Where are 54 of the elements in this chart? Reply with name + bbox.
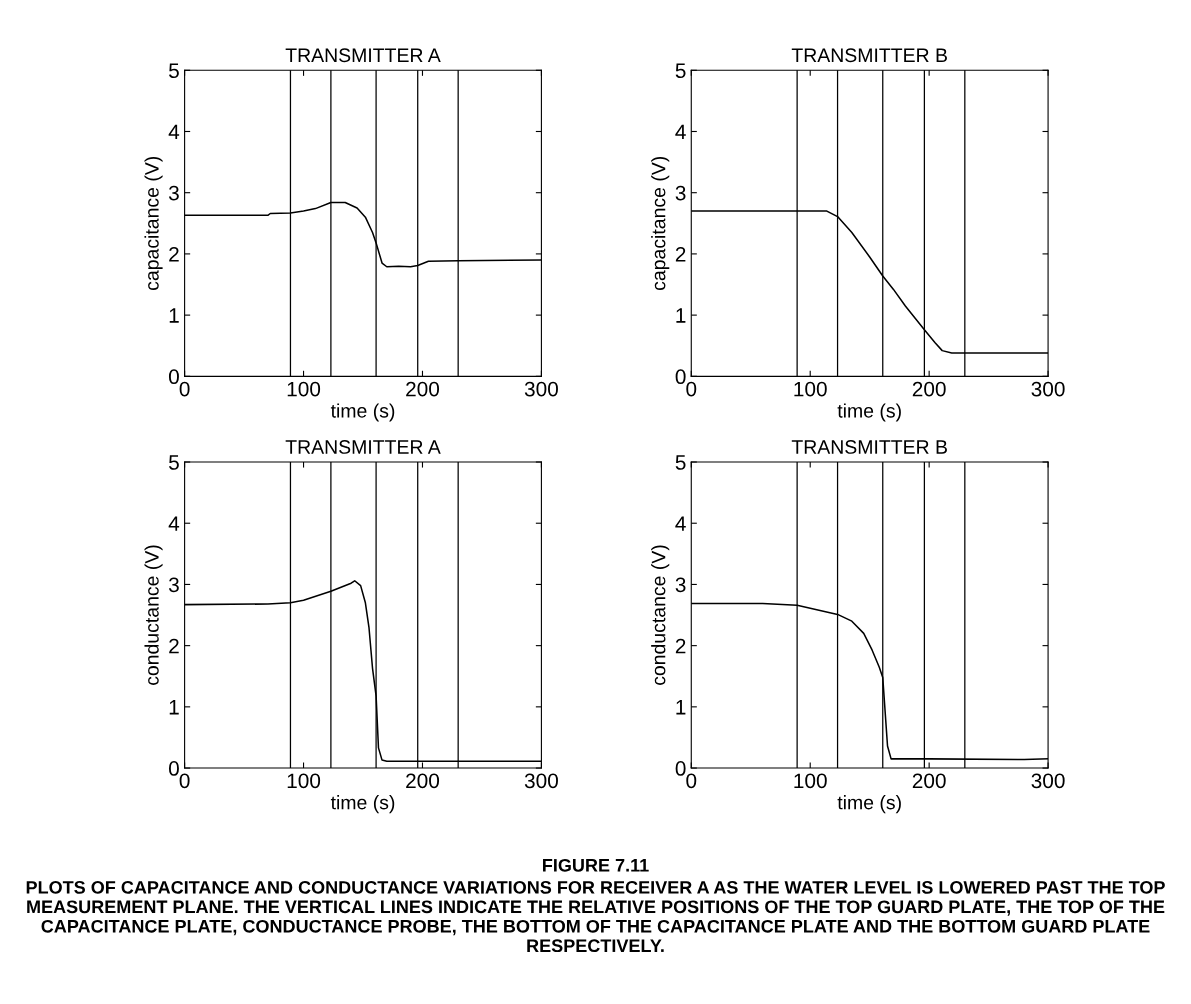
y-tick-label: 3	[675, 185, 686, 201]
y-tick-label: 0	[675, 369, 686, 385]
chart-title: TRANSMITTER A	[285, 440, 441, 454]
x-tick-label: 200	[406, 381, 440, 397]
x-tick-label: 300	[1031, 773, 1065, 789]
y-tick-label: 4	[675, 124, 686, 140]
chart-title: TRANSMITTER A	[285, 48, 441, 63]
y-tick-label: 5	[675, 455, 686, 470]
y-axis-title: conductance (V)	[144, 545, 163, 685]
x-tick-label: 200	[912, 773, 946, 789]
x-tick-label: 100	[287, 773, 321, 789]
y-axis-title: capacitance (V)	[144, 156, 163, 291]
x-tick-label: 100	[287, 381, 321, 397]
x-axis-title: time (s)	[837, 795, 901, 814]
x-tick-label: 100	[794, 773, 827, 789]
x-tick-label: 300	[1031, 381, 1065, 397]
y-tick-label: 5	[168, 455, 179, 470]
y-tick-label: 1	[169, 308, 179, 323]
y-tick-label: 2	[169, 246, 179, 262]
y-tick-label: 0	[675, 761, 686, 776]
x-tick-label: 300	[524, 773, 558, 789]
y-tick-label: 2	[675, 246, 686, 262]
y-tick-label: 1	[169, 700, 179, 715]
y-tick-label: 4	[675, 516, 686, 531]
y-axis-title: conductance (V)	[651, 545, 670, 685]
x-axis-title: time (s)	[837, 403, 901, 422]
y-tick-label: 0	[168, 761, 179, 776]
y-tick-label: 2	[169, 638, 179, 654]
x-tick-label: 100	[794, 381, 827, 397]
text: PLOTS OF CAPACITANCE AND CONDUCTANCE VARIATIONS FOR RECEIVER A AS THE WATER LEVEL IS LOWERED PAST THE TOP MEASUREMENT PLANE. THE VERTICAL LINES INDICATE THE RELATIVE POSITIONS OF THE TOP GUARD PLATE, THE TOP OF THE CAPACITANCE PLATE, CONDUCTANCE PROBE, THE BOTTOM OF THE CAPACITANCE PLATE AND THE BOTTOM GUARD PLATE RESPECTIVELY.	[26, 880, 1165, 953]
x-tick-label: 0	[179, 773, 190, 789]
x-tick-label: 0	[686, 773, 697, 789]
chart-title: TRANSMITTER B	[791, 48, 947, 63]
x-tick-label: 300	[524, 381, 558, 397]
caption: FIGURE 7.11	[543, 858, 649, 872]
x-axis-title: time (s)	[330, 795, 395, 814]
chart-title: TRANSMITTER B	[791, 440, 947, 454]
y-axis-title: capacitance (V)	[651, 156, 670, 291]
x-tick-label: 200	[912, 381, 946, 397]
y-tick-label: 3	[675, 577, 686, 593]
y-tick-label: 4	[168, 516, 180, 531]
y-tick-label: 4	[168, 124, 180, 140]
y-tick-label: 3	[168, 185, 179, 201]
y-tick-label: 0	[168, 369, 179, 385]
y-tick-label: 2	[675, 638, 686, 654]
y-tick-label: 3	[168, 577, 179, 593]
x-tick-label: 200	[406, 773, 440, 789]
x-tick-label: 0	[686, 381, 697, 397]
y-tick-label: 1	[676, 308, 686, 323]
y-tick-label: 1	[676, 700, 686, 715]
x-axis-title: time (s)	[330, 403, 395, 422]
x-tick-label: 0	[179, 381, 190, 397]
y-tick-label: 5	[168, 63, 179, 79]
y-tick-label: 5	[675, 63, 686, 79]
